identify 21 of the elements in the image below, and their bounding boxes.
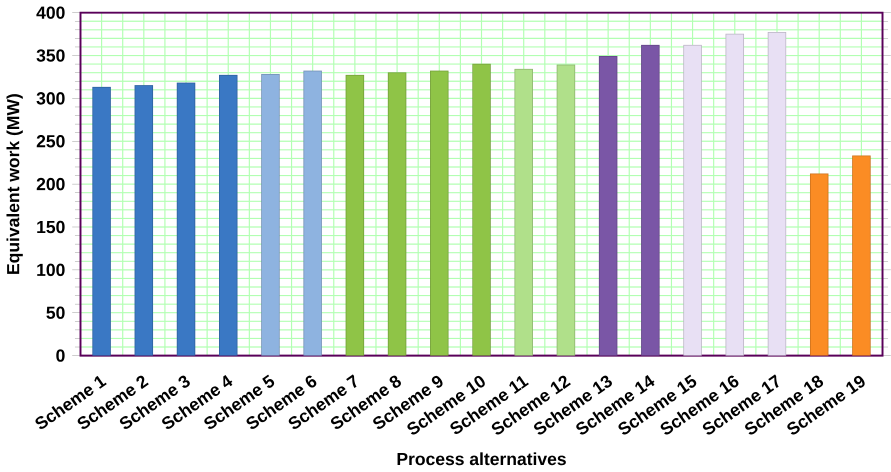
bar bbox=[472, 64, 491, 356]
y-axis-title: Equivalent work (MW) bbox=[6, 94, 23, 274]
bar bbox=[556, 64, 576, 356]
bar bbox=[852, 156, 871, 356]
bar bbox=[303, 70, 322, 356]
y-tick-label: 350 bbox=[36, 49, 65, 62]
bar bbox=[430, 70, 449, 356]
y-tick-label: 0 bbox=[56, 350, 65, 362]
bar bbox=[92, 87, 111, 356]
y-tick-label: 300 bbox=[36, 92, 65, 105]
y-tick-label: 400 bbox=[36, 6, 65, 20]
y-tick-label: 200 bbox=[36, 178, 65, 191]
y-tick-label: 100 bbox=[37, 264, 65, 276]
bar bbox=[768, 32, 786, 356]
y-tick-label: 50 bbox=[46, 306, 65, 320]
bar bbox=[388, 72, 406, 356]
bar bbox=[346, 75, 364, 356]
y-tick-label: 150 bbox=[37, 220, 65, 234]
bar bbox=[218, 75, 238, 356]
y-tick-label: 250 bbox=[36, 135, 65, 148]
x-axis-title: Process alternatives bbox=[398, 452, 566, 466]
